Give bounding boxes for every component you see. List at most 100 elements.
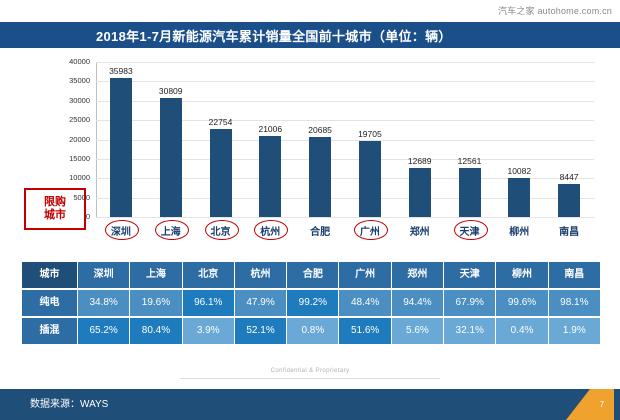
gridline — [96, 197, 594, 199]
bar — [358, 140, 381, 217]
bar-value-label: 8447 — [559, 172, 579, 183]
restricted-city-circle-icon — [204, 220, 239, 240]
bar-value-label: 20685 — [308, 124, 332, 135]
x-axis-tick-label: 合肥 — [310, 227, 331, 238]
bar — [109, 77, 132, 217]
table-cell: 99.6% — [496, 290, 549, 316]
bar — [309, 136, 332, 217]
table-cell: 96.1% — [182, 290, 235, 316]
bar-value-label: 12689 — [407, 155, 432, 166]
table-header-cell: 上海 — [130, 262, 183, 288]
table-header-cell: 深圳 — [78, 262, 131, 288]
table-cell: 80.4% — [130, 318, 183, 344]
y-axis-tick-label: 20000 — [69, 134, 90, 144]
y-axis-tick-label: 25000 — [69, 115, 90, 125]
table-cell: 99.2% — [287, 290, 340, 316]
bar-value-label: 10082 — [507, 165, 532, 176]
table-header-corner: 城市 — [22, 262, 78, 288]
title-band — [0, 22, 620, 48]
table-cell: 32.1% — [444, 318, 497, 344]
gridline — [96, 217, 594, 218]
table-cell: 67.9% — [444, 290, 497, 316]
table-row-label: 纯电 — [22, 290, 78, 316]
bar — [159, 97, 182, 217]
page-title: 2018年1-7月新能源汽车累计销量全国前十城市（单位：辆） — [96, 29, 452, 44]
bar-value-label: 12561 — [457, 156, 482, 167]
gridline — [96, 120, 594, 122]
table-cell: 0.8% — [287, 318, 340, 344]
table-cell: 52.1% — [234, 318, 288, 344]
table-header-cell: 杭州 — [234, 262, 288, 288]
table-header-cell: 合肥 — [287, 262, 340, 288]
table-cell: 19.6% — [130, 290, 183, 316]
table-row-label: 插混 — [22, 318, 78, 344]
gridline — [96, 158, 594, 160]
bar — [408, 167, 431, 217]
gridline — [96, 62, 594, 63]
gridline — [96, 139, 594, 141]
data-source-label: 数据来源：WAYS — [30, 399, 109, 410]
bar-value-label: 22754 — [208, 116, 233, 127]
gridline — [96, 178, 594, 180]
table-row: 插混 65.2% 80.4% 3.9% 52.1% 0.8% 51.6% 5.6% 32.1% 0… — [22, 318, 600, 344]
table-cell: 0.4% — [496, 318, 549, 344]
table-cell: 34.8% — [78, 290, 131, 316]
bar — [458, 168, 481, 217]
bar — [558, 184, 581, 217]
restricted-badge-line2: 城市 — [44, 209, 66, 221]
confidential-note: Confidential & Proprietary — [270, 368, 350, 374]
footer-divider — [180, 378, 440, 379]
table-cell: 51.6% — [339, 318, 392, 344]
bar-value-label: 19705 — [358, 128, 382, 139]
table-header-cell: 柳州 — [496, 262, 549, 288]
bar — [259, 135, 282, 217]
table-row: 纯电 34.8% 19.6% 96.1% 47.9% 99.2% 48.4% 94.4% 67.… — [22, 290, 600, 316]
restricted-badge-line1: 限购 — [44, 196, 66, 209]
y-axis-tick-label: 5000 — [73, 192, 90, 202]
site-watermark: 汽车之家 autohome.com.cn — [497, 6, 612, 16]
table-header-cell: 天津 — [444, 262, 497, 288]
gridline — [96, 100, 594, 102]
table-cell: 47.9% — [234, 290, 288, 316]
bar-plot: 0 5000 10000 15000 20000 25000 30000 35000 40000… — [69, 58, 594, 240]
gridline — [96, 81, 594, 83]
restricted-city-circle-icon — [104, 220, 139, 240]
table-cell: 3.9% — [182, 318, 235, 344]
x-axis-tick-label: 南昌 — [559, 227, 580, 238]
table-header-cell: 郑州 — [391, 262, 445, 288]
table-header-row: 城市 深圳 上海 北京 杭州 合肥 广州 郑州 天津 柳州 南昌 — [22, 262, 600, 288]
restricted-cities-badge: 限购 城市 — [24, 188, 86, 230]
table-cell: 48.4% — [339, 290, 392, 316]
y-axis-tick-label: 30000 — [69, 95, 90, 105]
bar-value-label: 21006 — [258, 123, 283, 134]
bar — [508, 177, 531, 217]
chart-area: 限购 城市 0 5000 10000 15000 20000 25000 30000 3500… — [0, 48, 620, 263]
table-header-cell: 南昌 — [548, 262, 600, 288]
table-cell: 98.1% — [548, 290, 600, 316]
footer-band: 7 — [0, 389, 620, 420]
table-cell: 1.9% — [548, 318, 600, 344]
y-axis-tick-label: 40000 — [69, 57, 90, 66]
x-axis-tick-label: 郑州 — [409, 227, 430, 238]
x-axis-tick-label: 柳州 — [509, 227, 530, 238]
table-cell: 94.4% — [391, 290, 445, 316]
y-axis-tick-label: 10000 — [69, 173, 90, 183]
y-axis-tick-label: 35000 — [69, 76, 90, 86]
table-cell: 5.6% — [391, 318, 445, 344]
restricted-city-circle-icon — [353, 220, 388, 240]
y-axis-tick-label: 0 — [85, 212, 90, 221]
bar-value-label: 30809 — [158, 85, 183, 96]
share-table: 城市 深圳 上海 北京 杭州 合肥 广州 郑州 天津 柳州 南昌 纯电 34.8% 19.6% 96.1% 4… — [22, 262, 600, 344]
restricted-city-circle-icon — [453, 220, 488, 240]
footer-triangle-icon — [566, 389, 590, 420]
table-cell: 65.2% — [78, 318, 131, 344]
page-number: 7 — [590, 389, 614, 420]
bar — [209, 128, 232, 217]
restricted-city-circle-icon — [154, 220, 189, 240]
table-header-cell: 广州 — [339, 262, 392, 288]
restricted-city-circle-icon — [254, 220, 289, 240]
top-bar: 汽车之家 autohome.com.cn — [0, 0, 620, 22]
table-header-cell: 北京 — [182, 262, 235, 288]
bar-value-label: 35983 — [109, 65, 133, 76]
